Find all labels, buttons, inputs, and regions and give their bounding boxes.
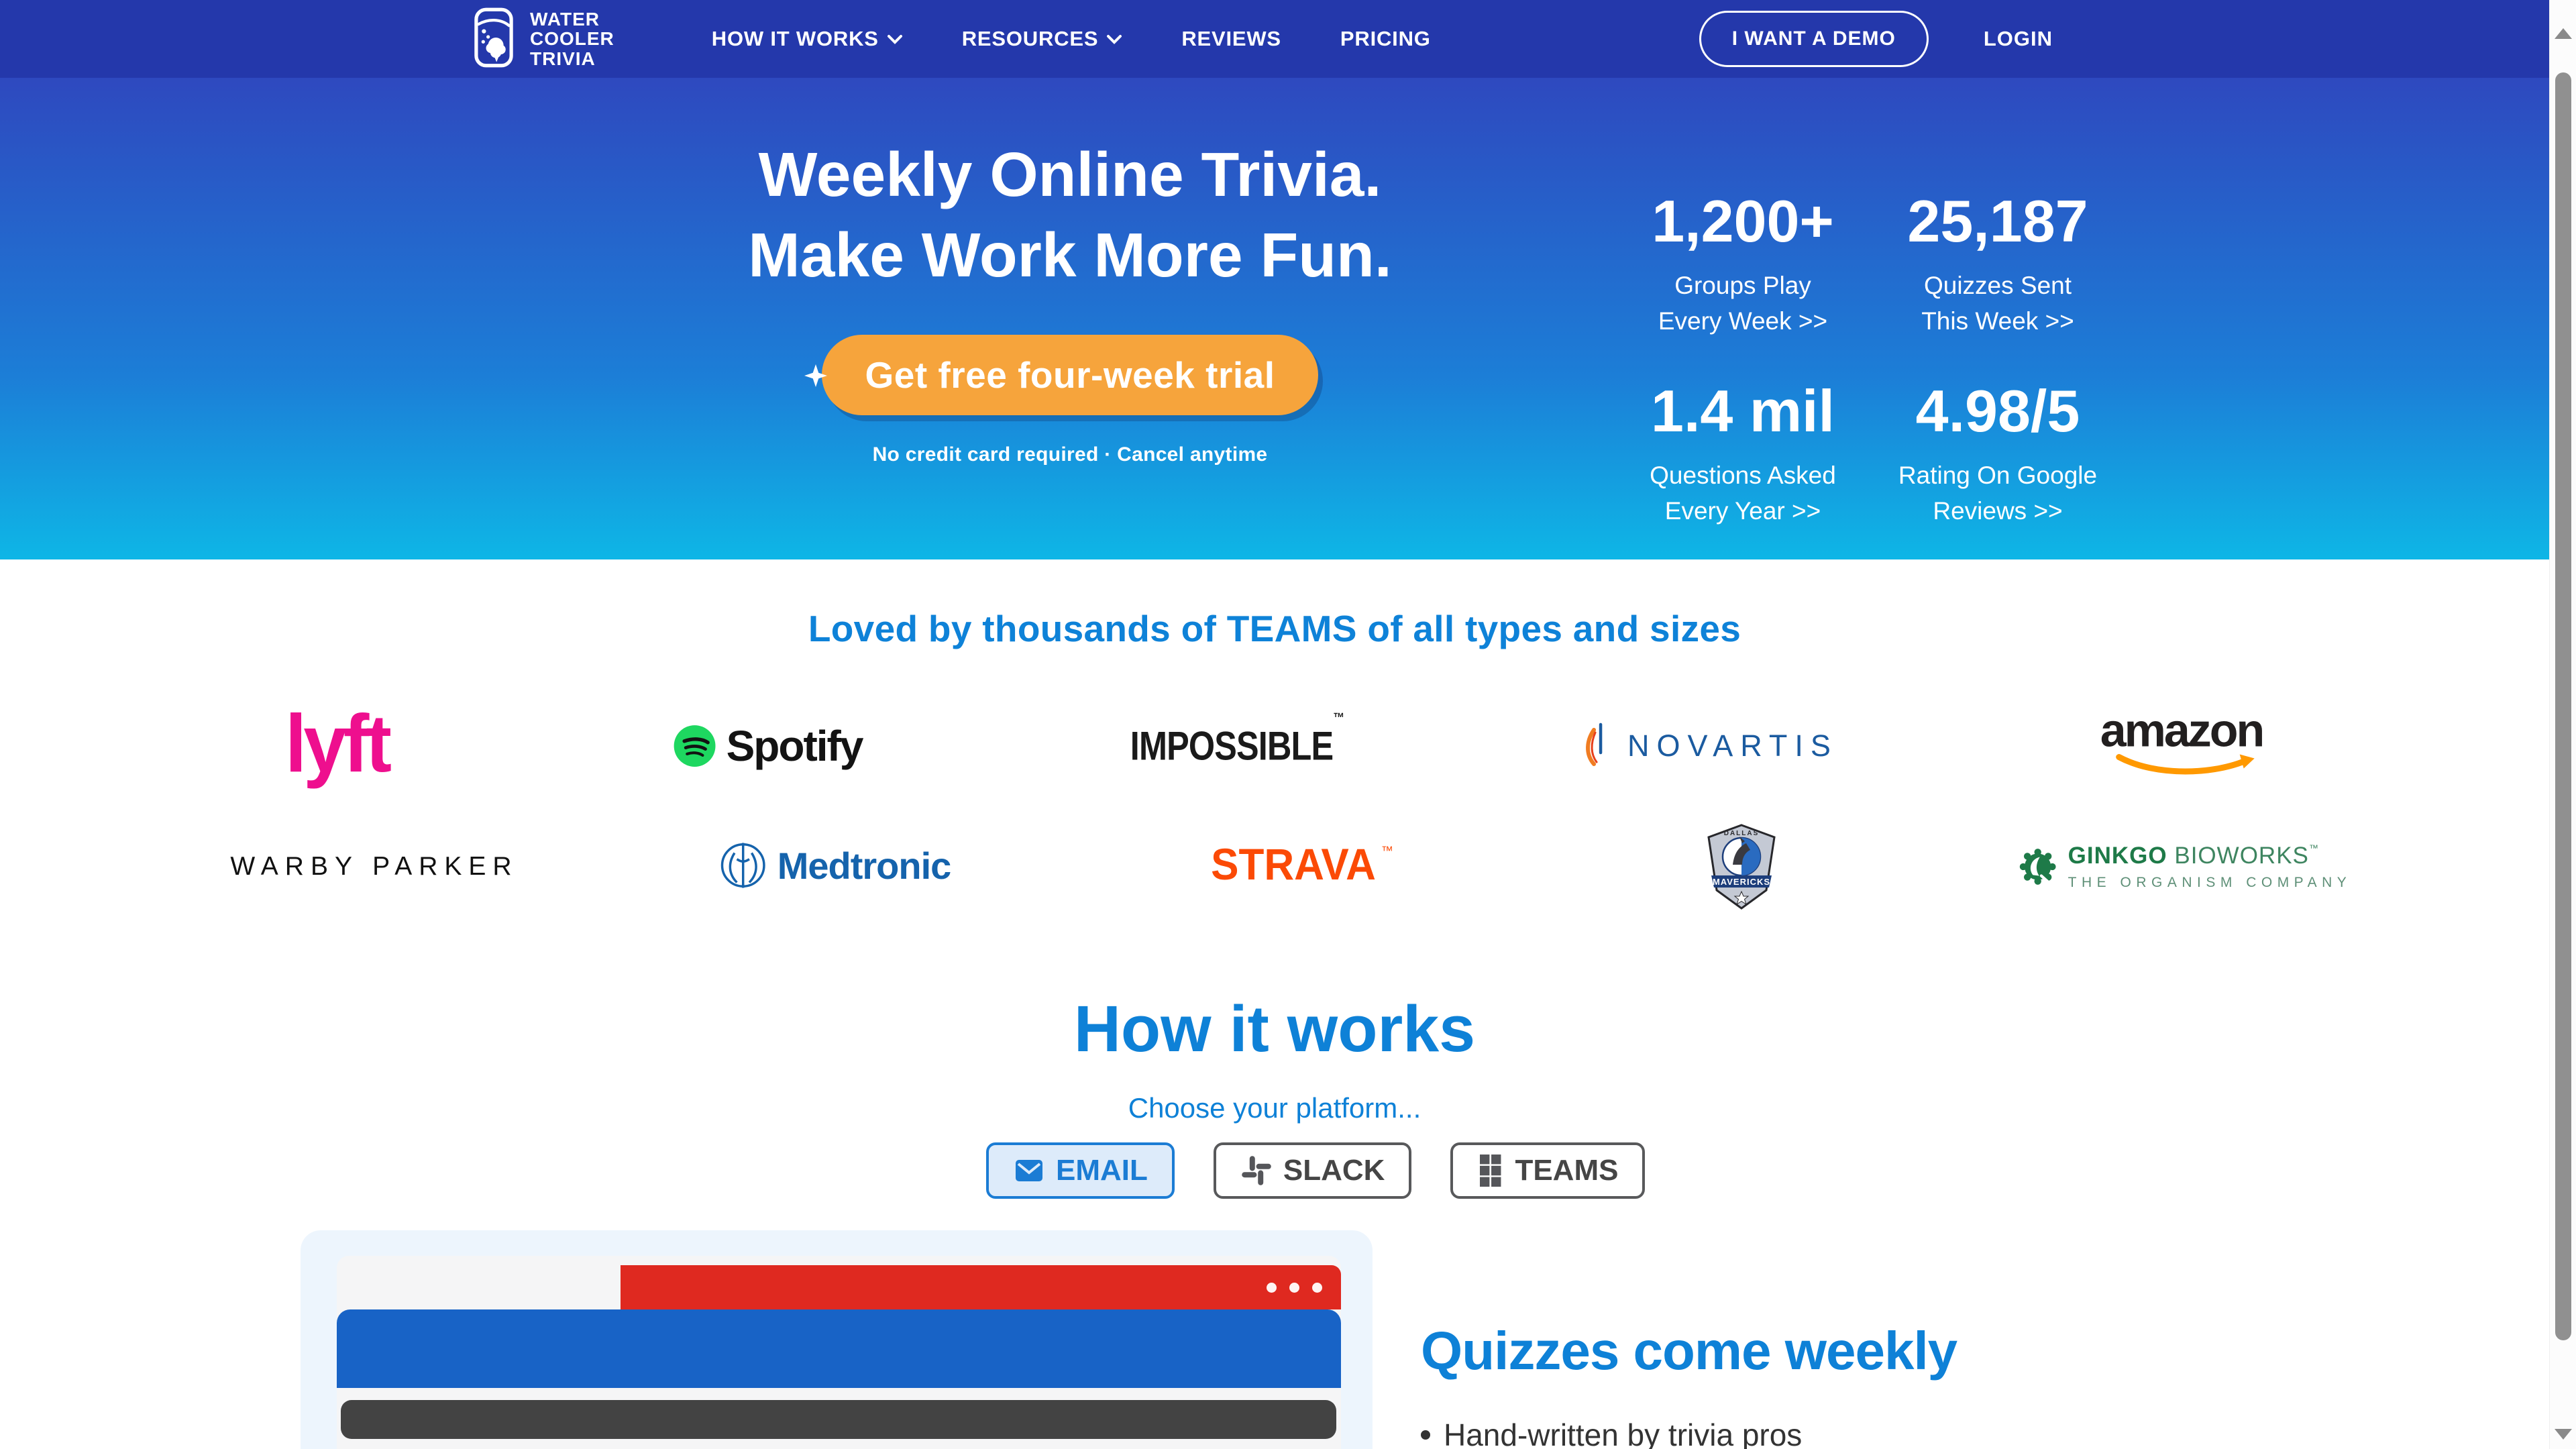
weekly-quizzes-section: Quizzes come weekly Hand-written by triv… <box>1421 1320 2226 1449</box>
impossible-logo: IMPOSSIBLE™ <box>1130 710 1344 769</box>
platform-tab-label: TEAMS <box>1515 1154 1619 1187</box>
nav-item-pricing[interactable]: PRICING <box>1340 27 1431 51</box>
scrollbar-up-arrow-icon[interactable] <box>2555 28 2572 39</box>
stat-questions-asked[interactable]: 1.4 mil Questions Asked Every Year >> <box>1615 382 1870 529</box>
stat-label: Rating On Google Reviews >> <box>1898 462 2098 525</box>
water-cooler-jug-icon <box>470 6 518 72</box>
amazon-smile-icon <box>2116 754 2255 775</box>
mockup-blue-bar <box>337 1309 1341 1388</box>
choose-platform-label: Choose your platform... <box>1128 1092 1421 1124</box>
teams-grid-icon <box>1480 1155 1501 1187</box>
warby-parker-logo: WARBY PARKER <box>230 852 519 881</box>
mockup-dark-bar <box>341 1400 1336 1439</box>
strava-logo: STRAVA ™ <box>1211 839 1393 889</box>
spotify-logo: Spotify <box>673 721 863 771</box>
mockup-dot <box>1289 1283 1299 1293</box>
mockup-red-header-bar <box>621 1265 1341 1309</box>
brand-logo[interactable]: WATER COOLER TRIVIA <box>470 6 614 72</box>
sparkle-icon <box>804 364 828 390</box>
nav-links: HOW IT WORKS RESOURCES REVIEWS PRICING <box>712 27 1431 51</box>
hero-heading: Weekly Online Trivia. Make Work More Fun… <box>748 140 1392 290</box>
stat-value: 4.98/5 <box>1915 378 2080 445</box>
mavericks-logo: DALLAS MAVERICKS <box>1704 823 1779 910</box>
nav-item-how-it-works[interactable]: HOW IT WORKS <box>712 27 903 51</box>
medtronic-logo: Medtronic <box>718 841 951 890</box>
platform-tab-label: SLACK <box>1283 1154 1385 1187</box>
platform-tab-email[interactable]: EMAIL <box>986 1142 1175 1199</box>
weekly-bullet-item: Hand-written by trivia pros <box>1421 1417 2226 1449</box>
logos-section-heading: Loved by thousands of TEAMS of all types… <box>808 608 1741 649</box>
amazon-logo: amazon <box>2100 707 2265 780</box>
stat-label: Groups Play Every Week >> <box>1658 272 1828 335</box>
platform-tab-label: EMAIL <box>1056 1154 1148 1187</box>
mockup-dot <box>1312 1283 1322 1293</box>
bullet-dot <box>1421 1430 1430 1440</box>
slack-icon <box>1242 1156 1271 1185</box>
chevron-down-icon <box>1107 34 1122 44</box>
hero-stats: 1,200+ Groups Play Every Week >> 25,187 … <box>1615 192 2125 529</box>
spotify-icon <box>674 725 716 767</box>
cta-subtext: No credit card required · Cancel anytime <box>872 443 1268 466</box>
stat-google-rating[interactable]: 4.98/5 Rating On Google Reviews >> <box>1870 382 2125 529</box>
weekly-quizzes-heading: Quizzes come weekly <box>1421 1321 1957 1381</box>
svg-text:DALLAS: DALLAS <box>1724 830 1760 837</box>
lyft-logo: lyft <box>285 697 392 790</box>
login-link[interactable]: LOGIN <box>1983 27 2053 50</box>
scrollbar-down-arrow-icon[interactable] <box>2555 1429 2572 1440</box>
free-trial-button[interactable]: Get free four-week trial <box>822 334 1318 415</box>
nav-item-label: REVIEWS <box>1181 27 1281 50</box>
mockup-dot <box>1267 1283 1277 1293</box>
novartis-flame-icon <box>1586 722 1603 766</box>
stat-value: 25,187 <box>1907 188 2088 254</box>
hero-content: Weekly Online Trivia. Make Work More Fun… <box>463 78 1677 466</box>
scrollbar[interactable] <box>2549 0 2576 1449</box>
nav-item-resources[interactable]: RESOURCES <box>962 27 1123 51</box>
nav-item-reviews[interactable]: REVIEWS <box>1181 27 1281 51</box>
nav-item-label: HOW IT WORKS <box>711 27 879 50</box>
scrollbar-thumb[interactable] <box>2555 72 2571 1340</box>
novartis-logo: NOVARTIS <box>1583 722 1838 770</box>
stat-value: 1,200+ <box>1652 188 1834 254</box>
medtronic-icon <box>720 843 765 888</box>
hero-section: Weekly Online Trivia. Make Work More Fun… <box>0 78 2549 559</box>
stat-groups-play[interactable]: 1,200+ Groups Play Every Week >> <box>1615 192 1870 339</box>
how-it-works-heading: How it works <box>1073 992 1476 1065</box>
stat-label: Quizzes Sent This Week >> <box>1921 272 2074 335</box>
brand-wordmark: WATER COOLER TRIVIA <box>530 8 614 69</box>
svg-text:MAVERICKS: MAVERICKS <box>1713 877 1770 887</box>
top-navigation: WATER COOLER TRIVIA HOW IT WORKS RESOURC… <box>0 0 2549 78</box>
ginkgo-bioworks-logo: GINKGO BIOWORKS™ THE ORGANISM COMPANY <box>2019 843 2352 891</box>
platform-tab-teams[interactable]: TEAMS <box>1450 1142 1646 1199</box>
email-mockup-illustration <box>301 1230 1373 1449</box>
stat-quizzes-sent[interactable]: 25,187 Quizzes Sent This Week >> <box>1870 192 2125 339</box>
email-icon <box>1016 1160 1042 1181</box>
platform-tab-slack[interactable]: SLACK <box>1213 1142 1412 1199</box>
nav-item-label: PRICING <box>1340 27 1431 50</box>
nav-right: I WANT A DEMO LOGIN <box>1699 11 2053 67</box>
demo-button[interactable]: I WANT A DEMO <box>1699 11 1929 67</box>
stat-value: 1.4 mil <box>1651 378 1835 445</box>
ginkgo-gear-leaf-icon <box>2019 849 2056 885</box>
chevron-down-icon <box>887 34 902 44</box>
platform-selector: EMAIL SLACK TEAMS <box>986 1142 1646 1199</box>
nav-item-label: RESOURCES <box>961 27 1099 50</box>
stat-label: Questions Asked Every Year >> <box>1650 462 1836 525</box>
